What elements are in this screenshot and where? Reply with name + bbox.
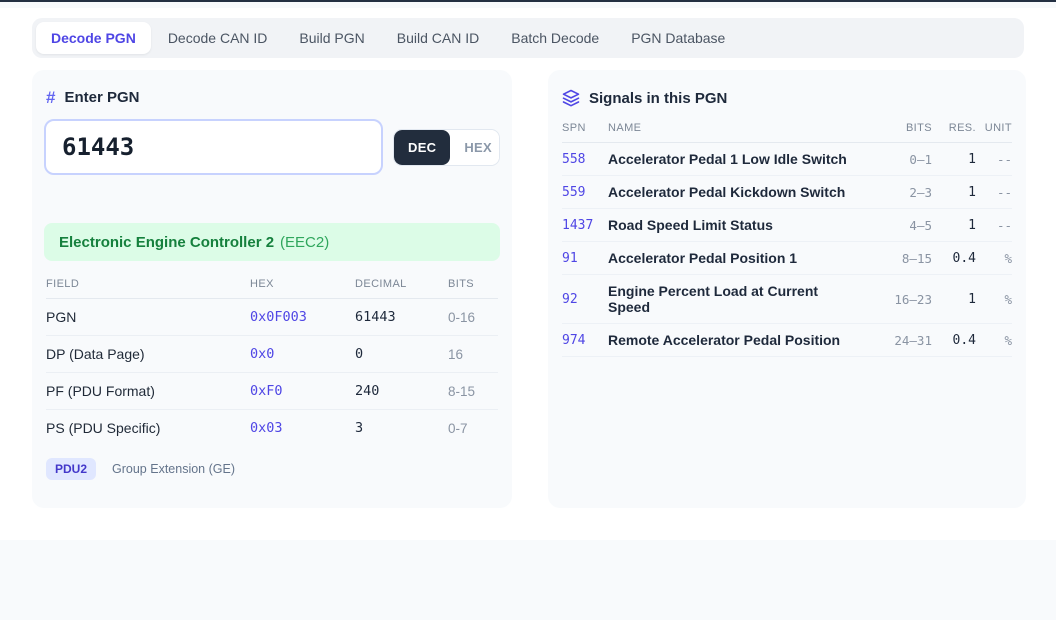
hex-value: 0x03 — [250, 420, 283, 436]
tab-build-pgn[interactable]: Build PGN — [284, 22, 379, 54]
signal-name: Engine Percent Load at Current Speed — [608, 283, 819, 315]
spn-link[interactable]: 91 — [562, 250, 578, 266]
signal-unit: -- — [996, 184, 1012, 200]
pdu-type-note: Group Extension (GE) — [112, 462, 235, 476]
signal-bits: 0–1 — [909, 151, 932, 167]
table-row: DP (Data Page) 0x0 0 16 — [46, 336, 498, 373]
col-bits: BITS — [905, 122, 932, 134]
signal-bits: 2–3 — [909, 184, 932, 200]
decimal-value: 3 — [355, 420, 364, 436]
signal-row: 92 Engine Percent Load at Current Speed … — [562, 275, 1012, 324]
signal-bits: 8–15 — [901, 250, 932, 266]
signal-res: 1 — [968, 151, 976, 167]
signal-res: 0.4 — [952, 250, 976, 266]
tab-bar: Decode PGN Decode CAN ID Build PGN Build… — [32, 18, 1024, 58]
table-row: PF (PDU Format) 0xF0 240 8-15 — [46, 373, 498, 410]
signal-res: 1 — [968, 291, 976, 307]
spn-link[interactable]: 92 — [562, 291, 578, 307]
hex-value: 0x0F003 — [250, 309, 307, 325]
pdu-type-badge: PDU2 — [46, 458, 97, 480]
signal-res: 1 — [968, 184, 976, 200]
dec-button[interactable]: DEC — [394, 129, 451, 165]
decimal-value: 0 — [355, 346, 364, 362]
pgn-input[interactable] — [44, 119, 383, 175]
signal-unit: % — [1004, 291, 1012, 307]
signal-row: 974 Remote Accelerator Pedal Position 24… — [562, 324, 1012, 357]
signal-unit: % — [1004, 332, 1012, 348]
field-label: PGN — [46, 309, 77, 325]
spn-link[interactable]: 558 — [562, 151, 586, 167]
col-decimal: DECIMAL — [355, 278, 407, 290]
signal-row: 559 Accelerator Pedal Kickdown Switch 2–… — [562, 176, 1012, 209]
signal-res: 1 — [968, 217, 976, 233]
hex-value: 0x0 — [250, 346, 275, 362]
col-name: NAME — [608, 122, 642, 134]
table-row: PS (PDU Specific) 0x03 3 0-7 — [46, 410, 498, 446]
bits-value: 16 — [448, 346, 464, 362]
pgn-acronym: (EEC2) — [280, 233, 330, 251]
pgn-name: Electronic Engine Controller 2 — [59, 233, 275, 251]
col-unit: UNIT — [984, 122, 1012, 134]
decimal-value: 61443 — [355, 309, 396, 325]
col-res: RES. — [948, 122, 976, 134]
pdu-type-row: PDU2 Group Extension (GE) — [46, 458, 500, 480]
col-field: FIELD — [46, 278, 80, 290]
hash-icon: # — [46, 88, 56, 107]
signal-name: Accelerator Pedal 1 Low Idle Switch — [608, 151, 847, 167]
tab-pgn-database[interactable]: PGN Database — [616, 22, 740, 54]
layers-icon — [562, 89, 580, 107]
signal-res: 0.4 — [952, 332, 976, 348]
signal-name: Remote Accelerator Pedal Position — [608, 332, 841, 348]
signal-name: Accelerator Pedal Kickdown Switch — [608, 184, 846, 200]
window-top-edge — [0, 0, 1056, 2]
signals-header: Signals in this PGN — [562, 89, 1012, 107]
decimal-value: 240 — [355, 383, 380, 399]
signals-table-header: SPN NAME BITS RES. UNIT — [562, 120, 1012, 143]
signal-bits: 16–23 — [894, 291, 932, 307]
enter-pgn-header: # Enter PGN — [46, 89, 498, 106]
field-label: PF (PDU Format) — [46, 383, 155, 399]
signal-unit: -- — [996, 151, 1012, 167]
spn-link[interactable]: 974 — [562, 332, 586, 348]
col-spn: SPN — [562, 122, 586, 134]
enter-pgn-title: Enter PGN — [64, 89, 140, 106]
pgn-breakdown-table: FIELD HEX DECIMAL BITS PGN 0x0F003 61443… — [44, 273, 500, 446]
hex-value: 0xF0 — [250, 383, 283, 399]
signals-panel: Signals in this PGN SPN NAME BITS RES. U… — [548, 70, 1026, 508]
signal-unit: -- — [996, 217, 1012, 233]
decode-result: Electronic Engine Controller 2 (EEC2) FI… — [44, 223, 500, 480]
signal-bits: 4–5 — [909, 217, 932, 233]
spn-link[interactable]: 559 — [562, 184, 586, 200]
signal-row: 91 Accelerator Pedal Position 1 8–15 0.4… — [562, 242, 1012, 275]
hex-button[interactable]: HEX — [450, 129, 499, 165]
col-hex: HEX — [250, 278, 274, 290]
bits-value: 0-16 — [448, 309, 476, 325]
signal-row: 1437 Road Speed Limit Status 4–5 1 -- — [562, 209, 1012, 242]
table-row: PGN 0x0F003 61443 0-16 — [46, 299, 498, 336]
signals-title: Signals in this PGN — [589, 89, 728, 107]
pgn-input-row: DEC HEX — [44, 119, 500, 175]
tab-batch-decode[interactable]: Batch Decode — [496, 22, 614, 54]
enter-pgn-panel: # Enter PGN DEC HEX Electronic Engine Co… — [32, 70, 512, 508]
signal-name: Accelerator Pedal Position 1 — [608, 250, 798, 266]
field-label: DP (Data Page) — [46, 346, 145, 362]
bits-value: 8-15 — [448, 383, 476, 399]
signal-name: Road Speed Limit Status — [608, 217, 773, 233]
bits-value: 0-7 — [448, 420, 468, 436]
pgn-table-header: FIELD HEX DECIMAL BITS — [46, 273, 498, 299]
col-bits: BITS — [448, 278, 475, 290]
pgn-name-banner: Electronic Engine Controller 2 (EEC2) — [44, 223, 500, 261]
spn-link[interactable]: 1437 — [562, 217, 594, 233]
tab-decode-can-id[interactable]: Decode CAN ID — [153, 22, 283, 54]
field-label: PS (PDU Specific) — [46, 420, 161, 436]
signal-bits: 24–31 — [894, 332, 932, 348]
signal-unit: % — [1004, 250, 1012, 266]
tab-decode-pgn[interactable]: Decode PGN — [36, 22, 151, 54]
base-toggle: DEC HEX — [393, 128, 500, 166]
tab-build-can-id[interactable]: Build CAN ID — [382, 22, 494, 54]
signals-table: SPN NAME BITS RES. UNIT 558 Accelerator … — [560, 120, 1014, 357]
signal-row: 558 Accelerator Pedal 1 Low Idle Switch … — [562, 143, 1012, 176]
